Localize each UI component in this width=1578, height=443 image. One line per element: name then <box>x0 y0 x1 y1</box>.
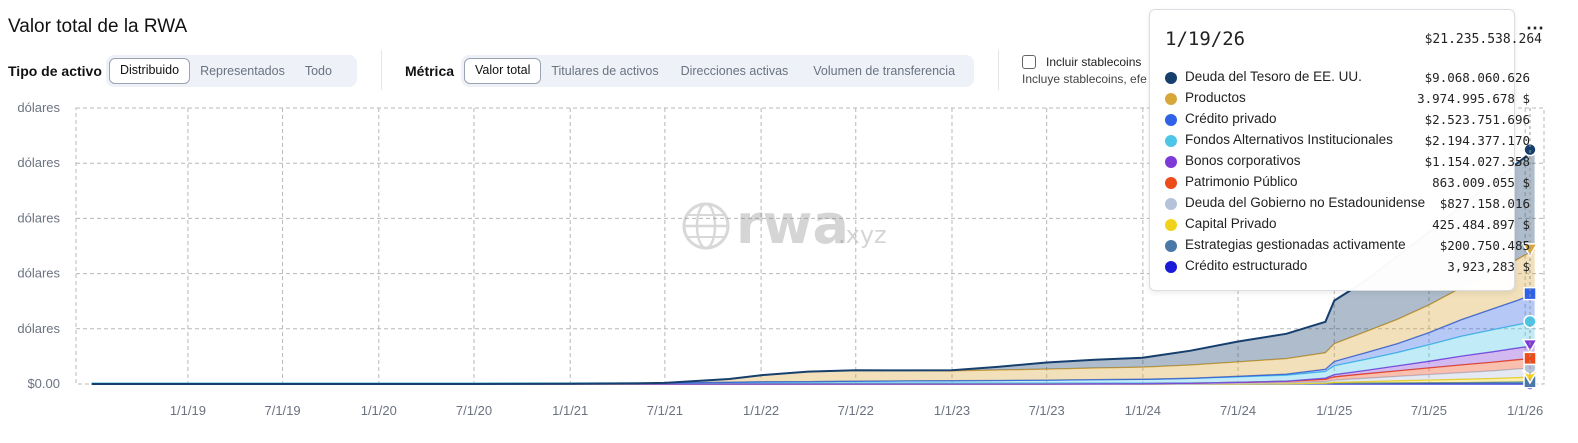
x-tick-label: 1/1/23 <box>934 403 970 418</box>
y-tick-label: dólares <box>17 210 60 225</box>
tooltip-row: Estrategias gestionadas activamente $200.… <box>1165 236 1545 256</box>
tooltip-series-name: Deuda del Tesoro de EE. UU. <box>1185 69 1362 84</box>
tooltip-series-name: Crédito privado <box>1185 111 1277 126</box>
tooltip-series-name: Bonos corporativos <box>1185 153 1301 168</box>
tooltip-series-value: 863.009.055 $ <box>1432 175 1530 190</box>
watermark-text: rwa <box>736 193 849 256</box>
metric-label: Métrica <box>405 63 455 79</box>
area-estrategias-gestionadas-activamente[interactable] <box>91 381 1535 384</box>
more-options-button[interactable]: ⋯ <box>1526 18 1545 39</box>
chart-title: Valor total de la RWA <box>8 16 188 37</box>
metric-direcciones[interactable]: Direcciones activas <box>680 64 789 78</box>
y-tick-label: $0.00 <box>27 376 60 391</box>
x-tick-label: 7/1/25 <box>1411 403 1447 418</box>
tooltip-row: Productos 3.974.995.678 $ <box>1165 89 1545 109</box>
tooltip-date: 1/19/26 <box>1165 28 1246 50</box>
divider <box>998 50 999 90</box>
stablecoins-note: Incluye stablecoins, efe <box>1022 72 1147 86</box>
tooltip-series-value: $1.154.027.358 <box>1424 154 1530 169</box>
x-tick-label: 7/1/24 <box>1220 403 1256 418</box>
chart-tooltip: 1/19/26 $21.235.538.264 Deuda del Tesoro… <box>1149 9 1542 291</box>
tooltip-total: $21.235.538.264 <box>1424 32 1542 47</box>
x-tick-label: 1/1/26 <box>1507 403 1543 418</box>
watermark-suffix: .xyz <box>838 221 887 249</box>
asset-type-label: Tipo de activo <box>8 63 102 79</box>
tooltip-row: Fondos Alternativos Institucionales $2.19… <box>1165 131 1545 151</box>
y-tick-label: dólares <box>17 321 60 336</box>
tooltip-series-value: $2.523.751.696 <box>1424 112 1530 127</box>
series-marker <box>1523 286 1537 301</box>
tooltip-series-value: $9.068.060.626 <box>1424 70 1530 85</box>
x-tick-label: 1/1/19 <box>170 403 206 418</box>
series-marker <box>1521 338 1539 354</box>
tooltip-row: Deuda del Gobierno no Estadounidense $827… <box>1165 194 1545 214</box>
stablecoins-checkbox[interactable] <box>1022 55 1036 69</box>
tooltip-series-value: $827.158.016 <box>1439 196 1530 211</box>
legend-dot-icon <box>1165 114 1177 126</box>
tooltip-series-value: 3,923,283 $ <box>1447 259 1530 274</box>
metric-titulares[interactable]: Titulares de activos <box>551 64 659 78</box>
tooltip-row: Capital Privado 425.484.897 $ <box>1165 215 1545 235</box>
x-tick-label: 7/1/21 <box>647 403 683 418</box>
stablecoins-label: Incluir stablecoins <box>1046 55 1142 69</box>
tooltip-series-value: $2.194.377.170 <box>1424 133 1530 148</box>
legend-dot-icon <box>1165 72 1177 84</box>
legend-dot-icon <box>1165 219 1177 231</box>
tooltip-row: Crédito privado $2.523.751.696 <box>1165 110 1545 130</box>
tooltip-row: Patrimonio Público 863.009.055 $ <box>1165 173 1545 193</box>
y-tick-label: dólares <box>17 155 60 170</box>
tooltip-series-name: Fondos Alternativos Institucionales <box>1185 132 1393 147</box>
asset-type-distribuido[interactable]: Distribuido <box>109 58 191 84</box>
x-tick-label: 1/1/20 <box>361 403 397 418</box>
x-tick-label: 7/1/19 <box>264 403 300 418</box>
x-tick-label: 1/1/24 <box>1125 403 1161 418</box>
asset-type-selector: Distribuido Representados Todo <box>106 55 357 87</box>
ellipsis-icon: ⋯ <box>1526 18 1545 38</box>
tooltip-row: Bonos corporativos $1.154.027.358 <box>1165 152 1545 172</box>
x-tick-label: 7/1/22 <box>838 403 874 418</box>
asset-type-todo[interactable]: Todo <box>304 64 332 78</box>
tooltip-row: Crédito estructurado 3,923,283 $ <box>1165 257 1545 277</box>
tooltip-series-name: Deuda del Gobierno no Estadounidense <box>1185 195 1426 210</box>
series-marker <box>1523 314 1537 329</box>
tooltip-row: Deuda del Tesoro de EE. UU. $9.068.060.62… <box>1165 68 1545 88</box>
globe-icon <box>682 202 730 250</box>
legend-dot-icon <box>1165 177 1177 189</box>
legend-dot-icon <box>1165 261 1177 273</box>
x-tick-label: 1/1/22 <box>743 403 779 418</box>
tooltip-series-name: Patrimonio Público <box>1185 174 1298 189</box>
divider <box>381 50 382 90</box>
legend-dot-icon <box>1165 135 1177 147</box>
metric-valor-total[interactable]: Valor total <box>464 58 542 84</box>
tooltip-series-name: Capital Privado <box>1185 216 1277 231</box>
x-tick-label: 1/1/25 <box>1316 403 1352 418</box>
legend-dot-icon <box>1165 198 1177 210</box>
series-marker <box>1523 142 1537 157</box>
tooltip-series-name: Productos <box>1185 90 1246 105</box>
legend-dot-icon <box>1165 93 1177 105</box>
tooltip-series-value: 425.484.897 $ <box>1432 217 1530 232</box>
metric-selector: Valor total Titulares de activos Direcci… <box>461 55 974 87</box>
series-marker <box>1521 243 1539 258</box>
tooltip-series-value: 3.974.995.678 $ <box>1417 91 1530 106</box>
tooltip-series-name: Crédito estructurado <box>1185 258 1308 273</box>
legend-dot-icon <box>1165 240 1177 252</box>
x-tick-label: 1/1/21 <box>552 403 588 418</box>
legend-dot-icon <box>1165 156 1177 168</box>
x-tick-label: 7/1/20 <box>456 403 492 418</box>
tooltip-series-value: $200.750.485 <box>1439 238 1530 253</box>
asset-type-representados[interactable]: Representados <box>200 64 285 78</box>
tooltip-series-name: Estrategias gestionadas activamente <box>1185 237 1406 252</box>
y-tick-label: dólares <box>17 100 60 115</box>
y-tick-label: dólares <box>17 266 60 281</box>
x-tick-label: 7/1/23 <box>1029 403 1065 418</box>
metric-volumen[interactable]: Volumen de transferencia <box>813 64 956 78</box>
